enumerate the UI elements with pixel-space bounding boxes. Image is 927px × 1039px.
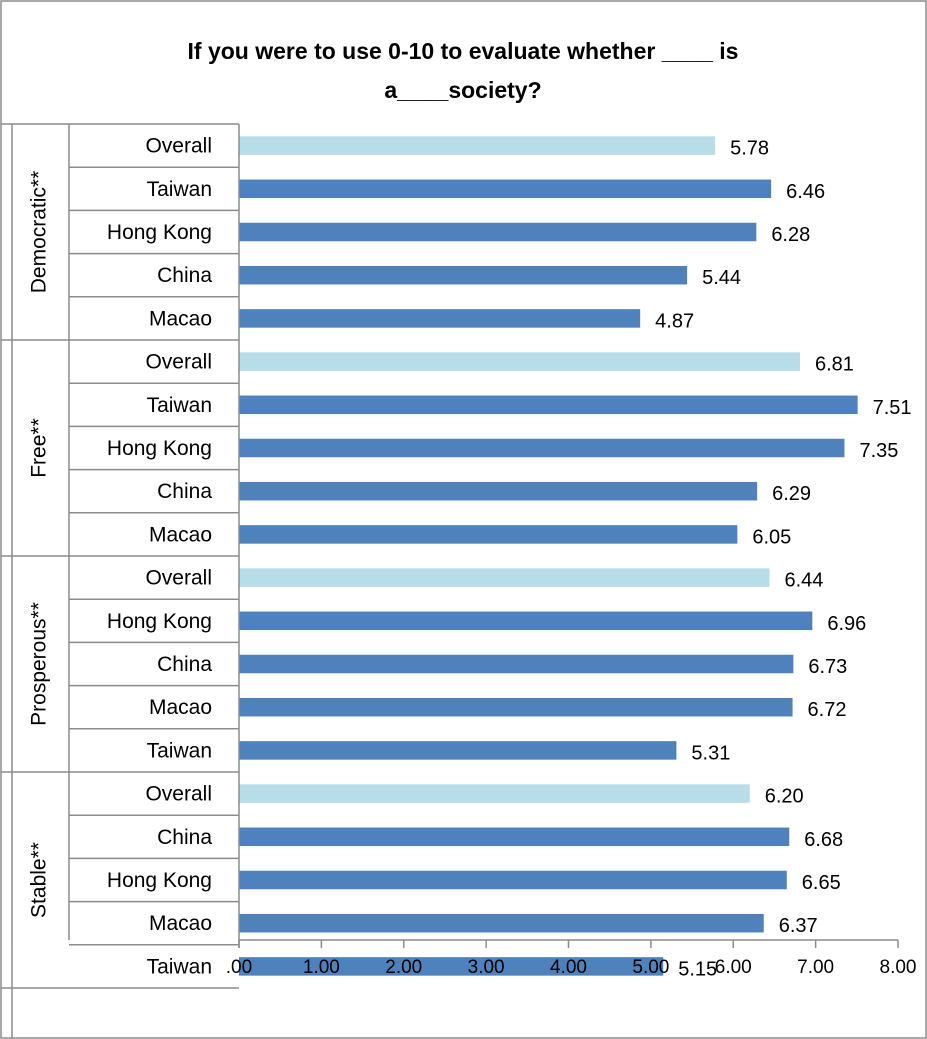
bar	[239, 827, 790, 847]
category-label: Taiwan	[147, 178, 212, 201]
x-tick-label: 1.00	[303, 957, 340, 978]
category-label: Overall	[145, 351, 212, 374]
x-tick-label: .00	[226, 957, 252, 978]
group-label: Prosperous**	[28, 602, 51, 726]
x-tick-label: 8.00	[880, 957, 917, 978]
bar	[239, 265, 688, 285]
data-label: 6.29	[772, 483, 811, 505]
data-label: 6.81	[815, 354, 854, 376]
data-label: 6.73	[808, 656, 847, 678]
bar	[239, 913, 764, 933]
data-label: 6.37	[779, 915, 818, 937]
bar	[239, 525, 738, 544]
bar	[239, 222, 757, 242]
data-label: 6.46	[786, 181, 825, 203]
bar	[239, 352, 800, 371]
bar	[239, 481, 758, 501]
plot-area: Overall 5.78 Taiwan 6.46 Hong Kong 6.28 China 5…	[1, 123, 917, 1038]
category-label: Hong Kong	[107, 437, 212, 460]
bar	[239, 741, 677, 760]
x-tick-label: 7.00	[797, 957, 834, 978]
category-label: Taiwan	[147, 394, 212, 417]
bar	[239, 611, 813, 631]
bar	[239, 395, 858, 415]
x-tick-label: 5.00	[632, 957, 669, 978]
x-tick-label: 6.00	[715, 957, 752, 978]
category-label: Hong Kong	[107, 610, 212, 633]
data-label: 6.68	[804, 829, 843, 851]
group-label: Stable**	[28, 842, 51, 918]
data-label: 6.44	[784, 570, 823, 592]
bar	[239, 784, 750, 803]
bar	[239, 179, 772, 199]
category-label: Taiwan	[147, 739, 212, 762]
bar	[239, 438, 845, 458]
bar	[239, 957, 664, 976]
group-label: Democratic**	[28, 171, 51, 294]
group-label: Free**	[28, 418, 51, 478]
bar	[239, 136, 716, 155]
chart-title-line-1: If you were to use 0-10 to evaluate whet…	[188, 38, 739, 64]
data-label: 6.28	[771, 224, 810, 246]
bar	[239, 568, 770, 587]
data-label: 6.72	[808, 699, 847, 721]
bar	[239, 654, 794, 674]
bar	[239, 697, 793, 717]
category-label: Macao	[149, 912, 212, 935]
category-label: Overall	[145, 135, 212, 158]
x-tick-label: 3.00	[468, 957, 505, 978]
category-label: Overall	[145, 783, 212, 806]
data-label: 6.65	[802, 872, 841, 894]
category-label: Macao	[149, 523, 212, 546]
data-label: 5.15	[678, 958, 717, 980]
x-tick-label: 2.00	[385, 957, 422, 978]
data-label: 5.31	[691, 742, 730, 764]
data-label: 6.05	[752, 526, 791, 548]
category-label: Taiwan	[147, 955, 212, 978]
category-label: Hong Kong	[107, 869, 212, 892]
x-tick-label: 4.00	[550, 957, 587, 978]
data-label: 6.20	[765, 786, 804, 808]
category-label: China	[157, 826, 212, 849]
chart-title-line-2: a____society?	[384, 77, 541, 103]
data-label: 6.96	[827, 613, 866, 635]
category-label: Macao	[149, 696, 212, 719]
category-label: China	[157, 480, 212, 503]
data-label: 5.78	[730, 138, 769, 160]
data-label: 7.51	[873, 397, 912, 419]
category-label: China	[157, 264, 212, 287]
data-label: 5.44	[702, 267, 741, 289]
data-label: 4.87	[655, 310, 694, 332]
bar	[239, 309, 641, 328]
category-label: Overall	[145, 567, 212, 590]
category-label: Hong Kong	[107, 221, 212, 244]
category-label: Macao	[149, 307, 212, 330]
category-label: China	[157, 653, 212, 676]
bar	[239, 870, 787, 890]
data-label: 7.35	[859, 440, 898, 462]
